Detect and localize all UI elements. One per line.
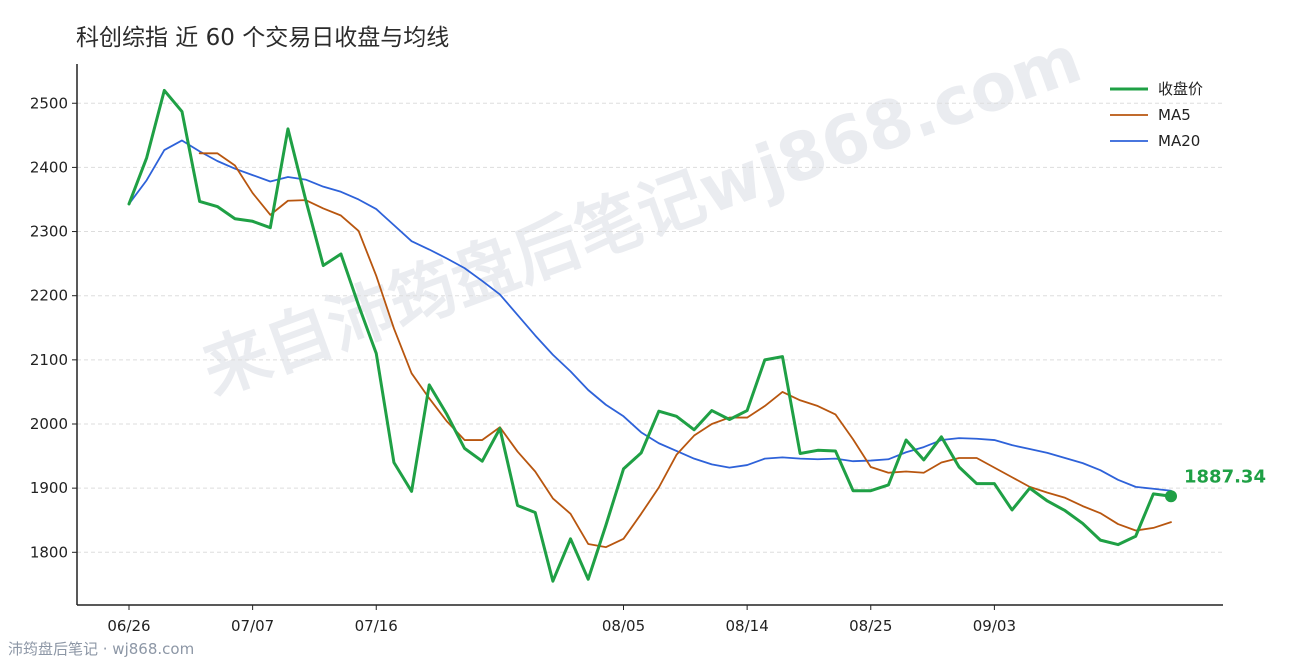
y-ticks: 1800 1900 2000 2100 2200 2300 2400 2500 <box>30 94 77 561</box>
legend-label: MA5 <box>1158 106 1191 124</box>
x-tick-label: 09/03 <box>973 617 1016 635</box>
gridlines <box>77 102 1223 553</box>
x-tick-label: 06/26 <box>107 617 150 635</box>
series-line-0 <box>127 88 1173 583</box>
x-tick-label: 08/14 <box>726 617 769 635</box>
x-tick-label: 07/16 <box>355 617 398 635</box>
last-point: 1887.34 <box>1165 466 1266 503</box>
x-tick-label: 08/05 <box>602 617 645 635</box>
axes <box>76 64 1223 606</box>
x-tick-label: 08/25 <box>849 617 892 635</box>
y-tick-label: 2400 <box>30 158 68 176</box>
y-tick-label: 2500 <box>30 94 68 112</box>
y-tick-label: 2300 <box>30 223 68 241</box>
watermark-bottom: 沛筠盘后笔记 · wj868.com <box>8 640 195 658</box>
series <box>127 88 1173 583</box>
chart-title: 科创综指 近 60 个交易日收盘与均线 <box>76 25 450 51</box>
legend-label: MA20 <box>1158 132 1200 150</box>
y-tick-label: 2100 <box>30 351 68 369</box>
x-tick-label: 07/07 <box>231 617 274 635</box>
legend-label: 收盘价 <box>1158 80 1203 98</box>
last-value-label: 1887.34 <box>1184 466 1266 487</box>
legend: 收盘价 MA5 MA20 <box>1110 80 1203 150</box>
last-point-marker <box>1165 490 1177 503</box>
series-line-2 <box>128 139 1172 492</box>
y-tick-label: 1900 <box>30 479 68 497</box>
series-line-1 <box>198 152 1172 549</box>
y-tick-label: 2000 <box>30 415 68 433</box>
x-ticks: 06/26 07/07 07/16 08/05 08/14 08/25 09/03 <box>107 605 1016 635</box>
y-tick-label: 2200 <box>30 287 68 305</box>
y-tick-label: 1800 <box>30 543 68 561</box>
